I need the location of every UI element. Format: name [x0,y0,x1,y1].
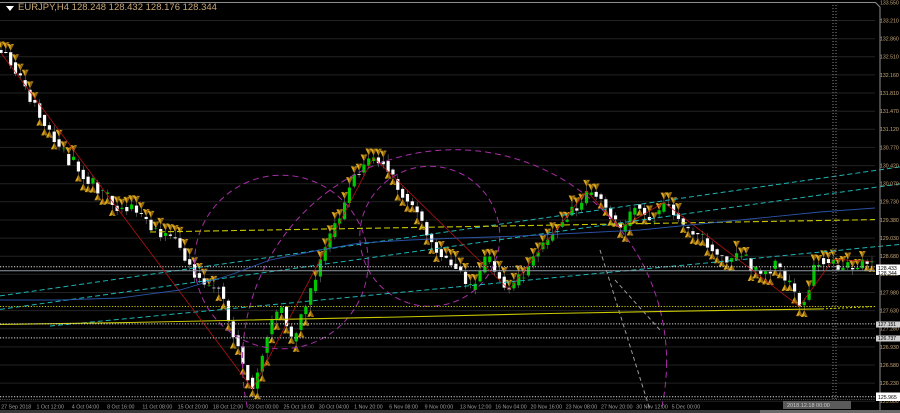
svg-text:128.680: 128.680 [880,254,899,260]
svg-text:15 Oct 20:00: 15 Oct 20:00 [178,405,208,411]
svg-text:131.470: 131.470 [880,109,899,115]
svg-text:133.550: 133.550 [880,0,899,6]
svg-text:132.160: 132.160 [880,73,899,79]
svg-text:4 Oct 04:00: 4 Oct 04:00 [72,405,99,411]
svg-text:126.580: 126.580 [880,363,899,369]
svg-text:16 Nov 04:00: 16 Nov 04:00 [495,405,527,411]
svg-text:27 Nov 20:00: 27 Nov 20:00 [601,405,633,411]
svg-text:132.860: 132.860 [880,37,899,43]
svg-text:131.120: 131.120 [880,127,899,133]
svg-text:125.965: 125.965 [878,395,897,401]
svg-text:1 Oct 12:00: 1 Oct 12:00 [37,405,64,411]
svg-text:18 Oct 12:00: 18 Oct 12:00 [213,405,243,411]
svg-text:127.151: 127.151 [878,322,896,328]
svg-text:126.930: 126.930 [880,345,899,351]
svg-text:130.770: 130.770 [880,145,899,151]
svg-text:EURJPY,H4 128.248 128.432 128: EURJPY,H4 128.248 128.432 128.176 128.34… [18,2,217,13]
svg-text:30 Oct 04:00: 30 Oct 04:00 [319,405,349,411]
svg-text:9 Nov 00:00: 9 Nov 00:00 [425,405,454,411]
svg-text:129.030: 129.030 [880,236,899,242]
svg-text:5 Dec 00:00: 5 Dec 00:00 [672,405,701,411]
svg-text:23 Oct 00:00: 23 Oct 00:00 [248,405,278,411]
svg-text:127.630: 127.630 [880,309,899,315]
svg-text:128.344: 128.344 [878,271,897,277]
svg-text:129.730: 129.730 [880,200,899,206]
svg-text:20 Nov 16:00: 20 Nov 16:00 [531,405,563,411]
svg-text:25 Oct 16:00: 25 Oct 16:00 [284,405,314,411]
svg-text:6 Nov 08:00: 6 Nov 08:00 [389,405,418,411]
svg-text:126.737: 126.737 [878,336,896,342]
svg-text:130.070: 130.070 [880,182,899,188]
svg-text:8 Oct 16:00: 8 Oct 16:00 [107,405,134,411]
svg-text:27 Sep 2018: 27 Sep 2018 [1,405,31,411]
svg-text:13 Nov 12:00: 13 Nov 12:00 [460,405,492,411]
svg-text:126.230: 126.230 [880,381,899,387]
svg-text:11 Oct 08:00: 11 Oct 08:00 [142,405,172,411]
svg-text:129.380: 129.380 [880,218,899,224]
svg-text:133.210: 133.210 [880,18,899,24]
svg-text:127.980: 127.980 [880,290,899,296]
svg-text:130.420: 130.420 [880,164,899,170]
svg-text:30 Nov 12:00: 30 Nov 12:00 [636,405,668,411]
svg-text:1 Nov 20:00: 1 Nov 20:00 [354,405,383,411]
svg-text:2018.12.18 00:00: 2018.12.18 00:00 [787,403,830,409]
svg-text:23 Nov 08:00: 23 Nov 08:00 [566,405,598,411]
svg-text:131.810: 131.810 [880,91,899,97]
svg-text:132.510: 132.510 [880,55,899,61]
